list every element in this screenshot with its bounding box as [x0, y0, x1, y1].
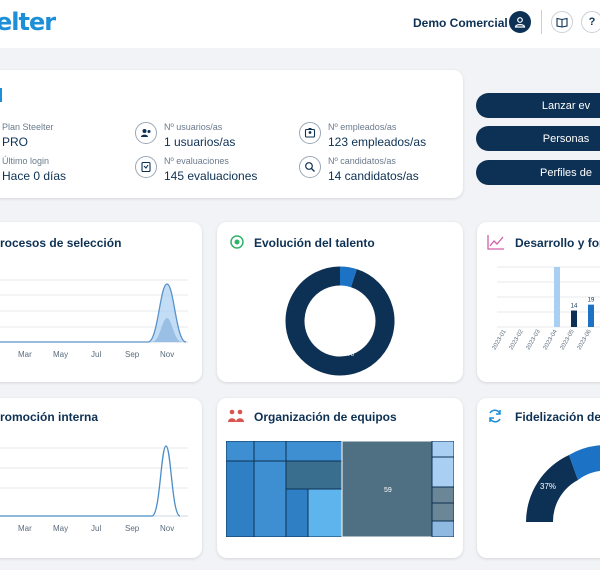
development-bar-label: 51: [554, 260, 561, 266]
users-icon: [135, 122, 157, 144]
book-icon: [556, 17, 568, 28]
plan-value: PRO: [2, 135, 29, 149]
selection-processes-card[interactable]: rocesos de selección Mar May Jul Sep Nov: [0, 222, 202, 382]
logo[interactable]: elter: [0, 8, 56, 36]
teams-card-title: Organización de equipos: [254, 410, 397, 424]
evaluations-label: Nº evaluaciones: [164, 156, 229, 166]
top-bar: elter Demo Comercial ?: [0, 0, 600, 48]
user-icon: [514, 17, 526, 28]
selection-month-tick: May: [53, 350, 69, 359]
docs-button[interactable]: [551, 11, 573, 33]
selection-card-title: rocesos de selección: [0, 236, 122, 250]
info-accent-icon: [0, 88, 6, 102]
users-label: Nº usuarios/as: [164, 122, 223, 132]
development-category-tick: 2023-04: [543, 328, 560, 351]
talent-evolution-card[interactable]: Evolución del talento 5% 95%: [217, 222, 463, 382]
launch-evaluation-button[interactable]: Lanzar ev: [476, 93, 600, 118]
plan-stat: Plan Steelter PRO: [2, 122, 54, 149]
employees-value: 123 empleados/as: [328, 135, 427, 149]
talent-slice-label: 5%: [327, 261, 338, 268]
retention-slice-label: 37%: [540, 482, 557, 491]
talent-donut-chart: [285, 266, 395, 376]
help-button[interactable]: ?: [581, 11, 600, 33]
last-login-value: Hace 0 días: [2, 169, 67, 183]
evaluations-stat: Nº evaluaciones 145 evaluaciones: [164, 156, 257, 183]
talent-slice-label: 95%: [338, 349, 355, 358]
evaluations-icon: [135, 156, 157, 178]
refresh-icon: [489, 409, 501, 423]
promotion-month-tick: Sep: [125, 524, 140, 533]
candidates-icon: [299, 156, 321, 178]
promotion-chart: [0, 445, 188, 517]
promotion-month-tick: Jul: [91, 524, 102, 533]
candidates-label: Nº candidatos/as: [328, 156, 396, 166]
people-label: Personas: [542, 132, 590, 145]
selection-month-tick: Mar: [18, 350, 32, 359]
employees-label: Nº empleados/as: [328, 122, 397, 132]
teams-treemap: [226, 441, 454, 537]
header-divider: [541, 10, 542, 34]
user-name[interactable]: Demo Comercial: [413, 16, 508, 30]
development-category-tick: 2023-06: [577, 328, 594, 351]
plan-label: Plan Steelter: [2, 122, 54, 132]
launch-evaluation-label: Lanzar ev: [541, 99, 591, 112]
development-bar[interactable]: [554, 267, 560, 327]
development-category-tick: 2023-03: [526, 328, 543, 351]
promotion-month-tick: Mar: [18, 524, 32, 533]
candidates-stat: Nº candidatos/as 14 candidatos/as: [328, 156, 419, 183]
development-card-title: Desarrollo y form: [515, 236, 600, 250]
development-bar-chart: 2023-01 2023-02 2023-03 51 2023-04 14 2023-05 1…: [492, 260, 600, 351]
internal-promotion-card[interactable]: romoción interna Mar May Jul Sep Nov: [0, 398, 202, 558]
promotion-month-tick: May: [53, 524, 69, 533]
people-button[interactable]: Personas: [476, 126, 600, 151]
employees-icon: [299, 122, 321, 144]
user-menu-button[interactable]: [509, 11, 531, 33]
profiles-button[interactable]: Perfiles de: [476, 160, 600, 185]
promotion-card-title: romoción interna: [0, 410, 99, 424]
candidates-value: 14 candidatos/as: [328, 169, 419, 183]
talent-card-title: Evolución del talento: [254, 236, 375, 250]
donut-slice[interactable]: [285, 266, 395, 376]
last-login-label: Último login: [2, 156, 50, 166]
employees-stat: Nº empleados/as 123 empleados/as: [328, 122, 426, 149]
selection-month-tick: Jul: [91, 350, 102, 359]
team-organization-card[interactable]: Organización de equipos 59: [217, 398, 463, 558]
target-icon: [230, 235, 244, 249]
selection-chart: [0, 279, 188, 343]
development-category-tick: 2023-05: [560, 328, 577, 351]
retention-card[interactable]: Fidelización del ta 37%: [477, 398, 600, 558]
donut-slice[interactable]: [339, 266, 357, 288]
development-bar-label: 14: [571, 304, 578, 310]
account-info-card: Plan Steelter PRO Último login Hace 0 dí…: [0, 70, 463, 198]
promotion-month-tick: Nov: [160, 524, 175, 533]
profiles-label: Perfiles de: [540, 166, 592, 179]
development-bar[interactable]: [571, 310, 577, 327]
retention-card-title: Fidelización del ta: [515, 410, 600, 424]
last-login-stat: Último login Hace 0 días: [2, 156, 66, 183]
evaluations-value: 145 evaluaciones: [164, 169, 258, 183]
treemap-main-label: 59: [384, 487, 392, 494]
people-icon: [228, 409, 244, 422]
development-bar-label: 19: [588, 298, 595, 304]
retention-gauge: [526, 445, 600, 522]
trend-chart-icon: [487, 235, 504, 250]
selection-month-tick: Sep: [125, 350, 140, 359]
users-value: 1 usuarios/as: [164, 135, 236, 149]
development-category-tick: 2023-01: [492, 328, 509, 351]
development-category-tick: 2023-02: [509, 328, 526, 351]
selection-month-tick: Nov: [160, 350, 175, 359]
users-stat: Nº usuarios/as 1 usuarios/as: [164, 122, 235, 149]
development-bar[interactable]: [588, 304, 594, 327]
